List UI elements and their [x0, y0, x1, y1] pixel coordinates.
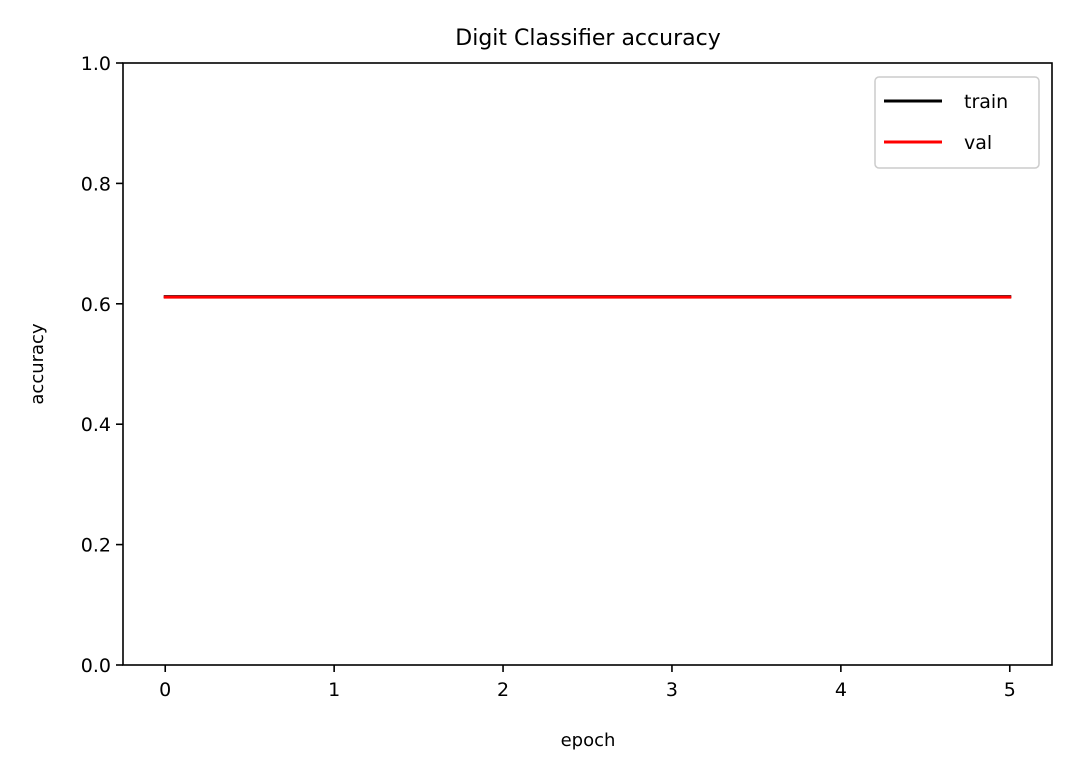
x-tick-label: 0 [159, 679, 171, 701]
y-tick-label: 0.8 [81, 173, 111, 195]
x-tick-label: 4 [835, 679, 847, 701]
x-tick-label: 3 [666, 679, 678, 701]
x-tick-label: 2 [497, 679, 509, 701]
y-tick-label: 0.0 [81, 655, 111, 677]
x-axis-label: epoch [561, 730, 616, 751]
y-tick-label: 0.2 [81, 535, 111, 557]
legend-box [874, 76, 1040, 169]
plot-frame [122, 62, 1053, 666]
series-layer [163, 295, 1012, 299]
y-axis-label: accuracy [27, 323, 48, 405]
legend-label-train: train [964, 91, 1008, 113]
chart-title: Digit Classifier accuracy [455, 26, 720, 51]
y-tick-label: 0.4 [81, 414, 111, 436]
x-tick-label: 5 [1004, 679, 1016, 701]
axes-layer: 0 1 2 3 4 5 0.0 0.2 0.4 0.6 0.8 1.0 [81, 53, 1053, 701]
legend-label-val: val [964, 132, 992, 154]
y-tick-label: 0.6 [81, 294, 111, 316]
y-tick-label: 1.0 [81, 53, 111, 75]
x-tick-label: 1 [328, 679, 340, 701]
legend: train val [874, 76, 1040, 169]
